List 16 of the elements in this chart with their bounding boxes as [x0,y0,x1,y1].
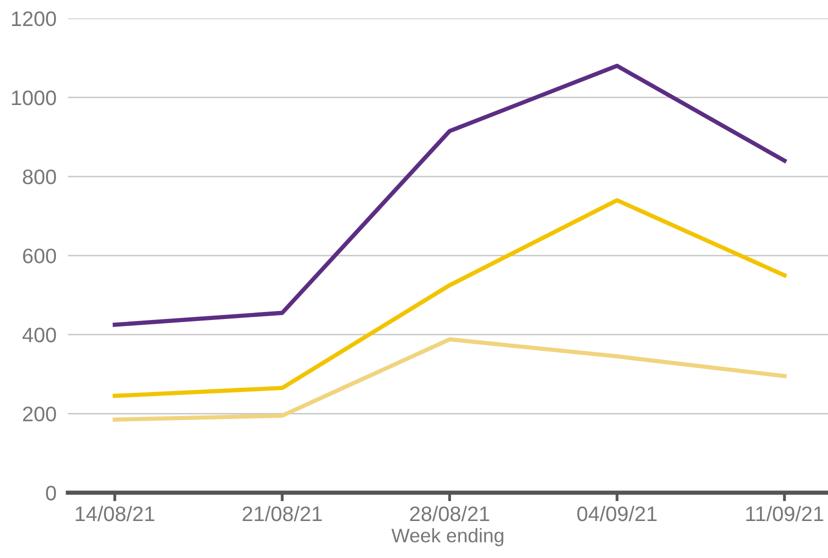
y-tick-label: 1000 [12,90,56,106]
x-tick-label: 21/08/21 [242,506,322,522]
x-axis-title: Week ending [391,528,504,546]
y-tick-label: 0 [46,486,56,500]
y-tick-label: 200 [23,406,56,422]
y-tick-label: 1200 [12,11,56,26]
x-tick-label: 28/08/21 [410,506,490,522]
x-tick-label: 04/09/21 [577,506,657,522]
line-series [112,337,787,422]
y-tick-label: 600 [23,248,56,264]
line-series [112,64,787,327]
x-tick-label: 14/08/21 [76,506,154,522]
line-series [112,198,787,398]
x-tick-label: 11/09/21 [746,506,824,522]
y-tick-label: 400 [22,328,56,342]
y-tick-label: 800 [22,170,56,184]
